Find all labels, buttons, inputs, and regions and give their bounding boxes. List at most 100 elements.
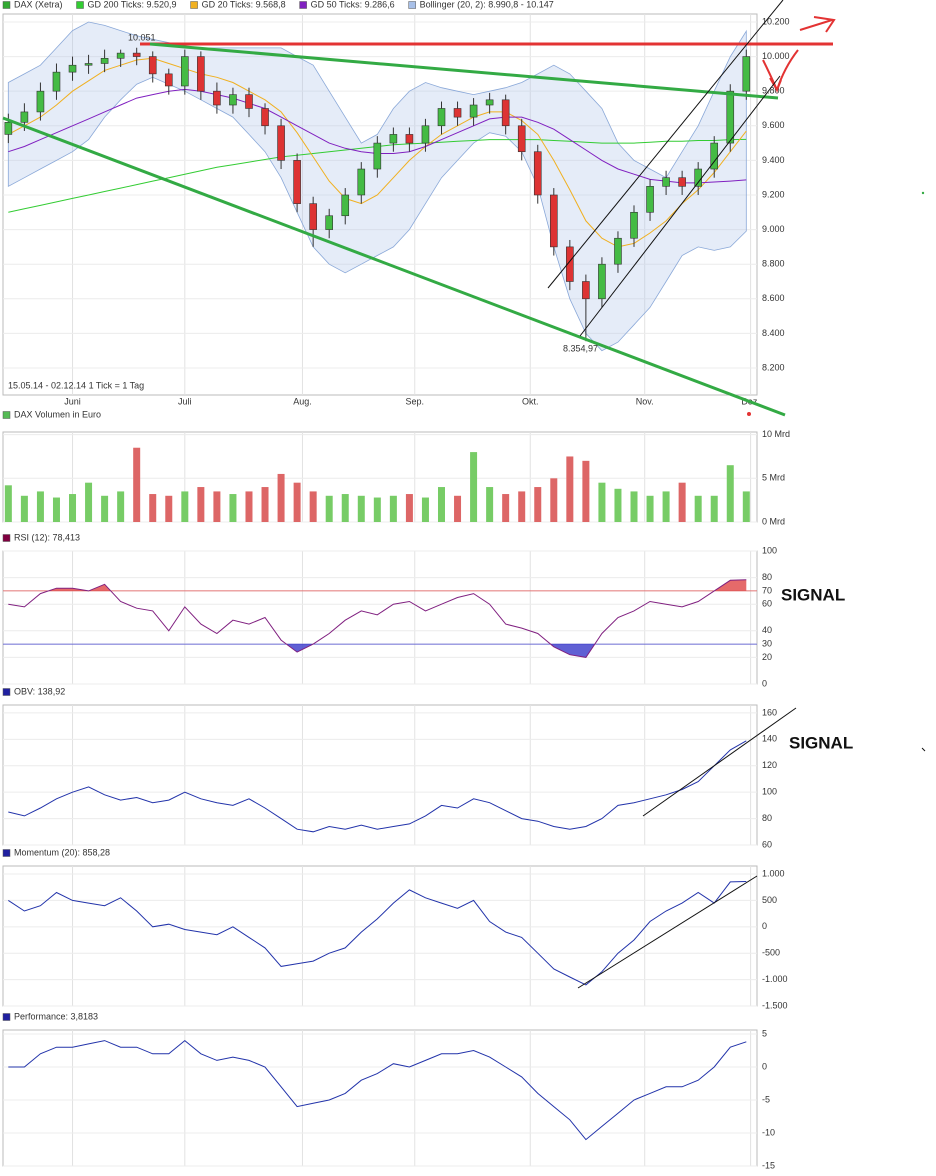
legend-label: DAX (Xetra) [14, 0, 63, 9]
candle-body [132, 52, 141, 57]
volume-bar [566, 456, 574, 522]
x-tick-label: Aug. [293, 396, 312, 406]
candle-body [100, 57, 109, 64]
legend-label: DAX Volumen in Euro [14, 409, 101, 419]
volume-bar [630, 491, 638, 522]
indicator-line [8, 881, 747, 986]
volume-bar [277, 473, 285, 522]
volume-bar [245, 491, 253, 522]
volume-bar [325, 495, 333, 522]
obv-trend-line [642, 707, 797, 817]
candle-body [164, 73, 173, 87]
volume-bar [389, 495, 397, 522]
candle-body [373, 142, 382, 170]
volume-bar [133, 447, 141, 522]
legend-swatch [2, 688, 11, 696]
y-tick-label: 80 [762, 572, 772, 582]
arrow-up [799, 16, 836, 33]
legend-swatch [2, 1013, 11, 1021]
candle-body [614, 237, 622, 265]
legend-swatch [299, 1, 307, 9]
y-tick-label: 500 [762, 895, 777, 905]
candle-body [405, 134, 414, 144]
x-tick-label: Sep. [406, 396, 425, 406]
volume-bar [678, 482, 686, 522]
legend-swatch [190, 1, 198, 9]
panel-frame [2, 1029, 758, 1167]
y-tick-label: 0 [762, 921, 767, 931]
trend-line-lower [2, 116, 786, 417]
y-tick-label: 80 [762, 813, 772, 823]
y-tick-label: 100 [762, 545, 777, 555]
volume-bar [646, 495, 654, 522]
candle-body [389, 134, 398, 144]
y-tick-label: 120 [762, 760, 777, 770]
y-tick-label: 140 [762, 734, 777, 744]
x-tick-label: Okt. [522, 396, 539, 406]
volume-bar [149, 494, 157, 522]
panel-frame [2, 704, 758, 846]
volume-bar [36, 491, 44, 522]
legend-label: GD 50 Ticks: 9.286,6 [311, 0, 395, 9]
volume-bar [293, 482, 301, 522]
candle-body [68, 64, 77, 73]
candle-body [148, 56, 157, 75]
volume-bar [117, 491, 125, 522]
y-tick-label: 100 [762, 787, 777, 797]
legend-label: GD 20 Ticks: 9.568,8 [202, 0, 286, 9]
candle-body [517, 125, 526, 153]
volume-bar [598, 482, 606, 522]
y-tick-label: 40 [762, 625, 772, 635]
legend-swatch [76, 1, 84, 9]
candle-body [341, 194, 350, 217]
annotation: 8.354,97 [563, 343, 598, 353]
candle-body [469, 104, 478, 118]
indicator-line [8, 740, 747, 833]
candle-body [678, 177, 686, 187]
bollinger-band [7, 21, 747, 352]
candle-body [501, 99, 510, 127]
volume-bar [181, 491, 189, 522]
candle-body [325, 215, 333, 230]
y-tick-label: 9.000 [762, 224, 785, 234]
volume-bar [213, 491, 221, 522]
candle-body [646, 186, 654, 213]
candle-body [213, 90, 221, 106]
signal-label: SIGNAL [781, 585, 845, 604]
volume-bar [421, 497, 429, 522]
candle-body [277, 125, 285, 161]
y-tick-label: -5 [762, 1094, 770, 1104]
candle-body [261, 108, 269, 127]
y-tick-label: 20 [762, 652, 772, 662]
y-tick-label: 0 [762, 678, 767, 688]
momentum-trend-line [577, 875, 758, 989]
volume-bar [85, 482, 93, 522]
candle-body [197, 56, 205, 92]
volume-bar [20, 495, 28, 522]
volume-bar [502, 494, 510, 522]
signal-label: SIGNAL [789, 733, 853, 752]
panel-frame [2, 550, 758, 685]
volume-bar [69, 494, 77, 522]
volume-bar [662, 491, 670, 522]
candle-body [52, 71, 61, 92]
volume-bar [437, 487, 445, 522]
moving-average-line [8, 57, 747, 248]
candle-body [726, 90, 735, 144]
volume-bar [341, 494, 349, 522]
candle-body [742, 56, 751, 92]
y-tick-label: 10.200 [762, 16, 790, 26]
annotation: 15.05.14 - 02.12.14 1 Tick = 1 Tag [8, 380, 144, 390]
legend-label: Momentum (20): 858,28 [14, 847, 110, 857]
panel-frame [2, 865, 758, 1007]
x-tick-label: Juli [178, 396, 192, 406]
volume-bar [229, 494, 237, 522]
candle-body [293, 160, 301, 204]
volume-bar [197, 487, 205, 522]
indicator-line [8, 579, 747, 658]
legend-swatch [2, 849, 11, 857]
candle-body [421, 125, 430, 144]
y-tick-label: 8.800 [762, 259, 785, 269]
y-tick-label: 1.000 [762, 868, 785, 878]
